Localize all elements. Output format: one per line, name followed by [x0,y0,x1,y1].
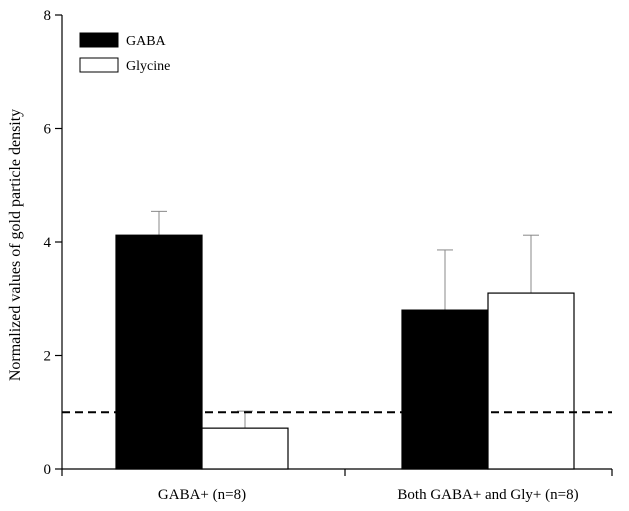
legend-label-gaba: GABA [126,34,167,49]
bar-gaba [115,234,203,470]
legend: GABA Glycine [79,32,170,74]
y-tick-label: 2 [44,349,52,365]
plot-area: 0 2 4 6 8 GABA+ (n=8) Both GABA+ and Gly+ (n=8… [44,8,613,503]
x-category-label: Both GABA+ and Gly+ (n=8) [397,487,578,503]
legend-label-glycine: Glycine [126,59,170,74]
y-tick-label: 8 [44,8,52,24]
y-tick-label: 6 [44,122,52,138]
y-axis-label: Normalized values of gold particle densi… [7,109,24,381]
bar-glycine [487,292,575,470]
legend-swatch-gaba [79,32,119,48]
bar-glycine [201,427,289,470]
legend-swatch-glycine [79,57,119,73]
y-tick-label: 0 [44,462,52,478]
bar-gaba [401,309,489,470]
x-category-label: GABA+ (n=8) [158,487,246,503]
y-tick-label: 4 [44,235,52,251]
